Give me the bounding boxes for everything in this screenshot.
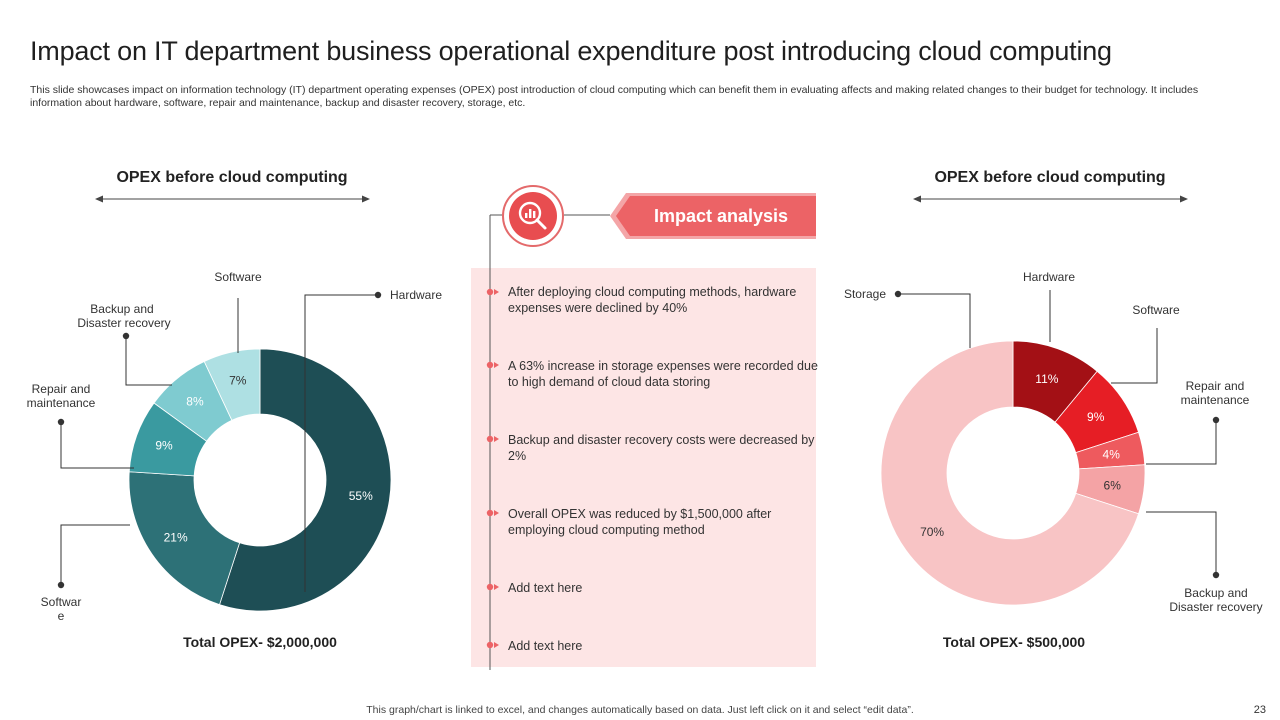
left-callout-repair: Repair and maintenance bbox=[27, 382, 96, 410]
left-value-label-3: 9% bbox=[155, 438, 173, 452]
right-callout-repair: Repair and maintenance bbox=[1181, 379, 1250, 407]
left-callouts bbox=[60, 294, 378, 592]
right-callout-software: Software bbox=[1132, 303, 1180, 317]
left-donut-chart: 55% 21% 9% 8% 7% Hardware Software Backup an… bbox=[27, 270, 443, 623]
impact-item-6: Add text here bbox=[508, 639, 583, 653]
right-slice-5 bbox=[880, 340, 1140, 606]
footer-note: This graph/chart is linked to excel, and… bbox=[366, 704, 914, 716]
right-double-arrow bbox=[913, 195, 1188, 203]
bullet-3 bbox=[486, 435, 499, 443]
impact-panel bbox=[471, 268, 816, 667]
page-number: 23 bbox=[1253, 704, 1266, 716]
impact-item-1: After deploying cloud computing methods,… bbox=[508, 285, 797, 315]
impact-banner bbox=[610, 193, 816, 239]
right-callout-storage: Storage bbox=[844, 287, 886, 301]
right-callouts bbox=[898, 290, 1217, 575]
page-subtitle: This slide showcases impact on informati… bbox=[30, 84, 1199, 109]
bullet-4 bbox=[486, 509, 499, 517]
impact-bullets bbox=[486, 288, 499, 649]
right-value-label-1: 11% bbox=[1035, 372, 1058, 386]
left-callout-software2: Softwar e bbox=[41, 595, 82, 623]
right-value-label-4: 6% bbox=[1104, 479, 1122, 493]
left-total: Total OPEX- $2,000,000 bbox=[183, 634, 337, 650]
left-chart-title: OPEX before cloud computing bbox=[116, 169, 348, 186]
impact-item-5: Add text here bbox=[508, 581, 583, 595]
page-title: Impact on IT department business operati… bbox=[30, 36, 1112, 66]
left-slice-2 bbox=[128, 471, 241, 606]
left-value-label-2: 21% bbox=[164, 530, 188, 544]
right-value-label-3: 4% bbox=[1103, 447, 1121, 461]
left-double-arrow bbox=[95, 195, 370, 203]
left-slice-1 bbox=[219, 348, 392, 612]
bullet-6 bbox=[486, 641, 499, 649]
right-value-label-2: 9% bbox=[1087, 410, 1105, 424]
left-callout-hardware: Hardware bbox=[390, 288, 442, 302]
right-chart-title: OPEX before cloud computing bbox=[934, 169, 1166, 186]
left-value-label-1: 55% bbox=[349, 489, 373, 503]
right-total: Total OPEX- $500,000 bbox=[942, 634, 1086, 650]
right-callout-backup: Backup and Disaster recovery bbox=[1169, 586, 1262, 614]
right-donut-chart: 11% 9% 4% 6% 70% Hardware Software Repair an… bbox=[844, 270, 1263, 614]
left-callout-software: Software bbox=[214, 270, 262, 284]
impact-item-3: Backup and disaster recovery costs were … bbox=[508, 433, 815, 463]
left-value-label-4: 8% bbox=[186, 394, 204, 408]
left-slice-5 bbox=[203, 348, 261, 421]
bullet-1 bbox=[486, 288, 499, 296]
bullet-2 bbox=[486, 361, 499, 369]
impact-item-4: Overall OPEX was reduced by $1,500,000 a… bbox=[508, 507, 772, 537]
impact-item-2: A 63% increase in storage expenses were … bbox=[508, 359, 818, 389]
left-value-label-5: 7% bbox=[229, 373, 247, 387]
bullet-5 bbox=[486, 583, 499, 591]
right-callout-hardware: Hardware bbox=[1023, 270, 1075, 284]
magnifier-chart-icon bbox=[501, 184, 565, 248]
left-callout-backup: Backup and Disaster recovery bbox=[77, 302, 170, 330]
right-value-label-5: 70% bbox=[920, 525, 944, 539]
impact-banner-label: Impact analysis bbox=[653, 206, 789, 226]
